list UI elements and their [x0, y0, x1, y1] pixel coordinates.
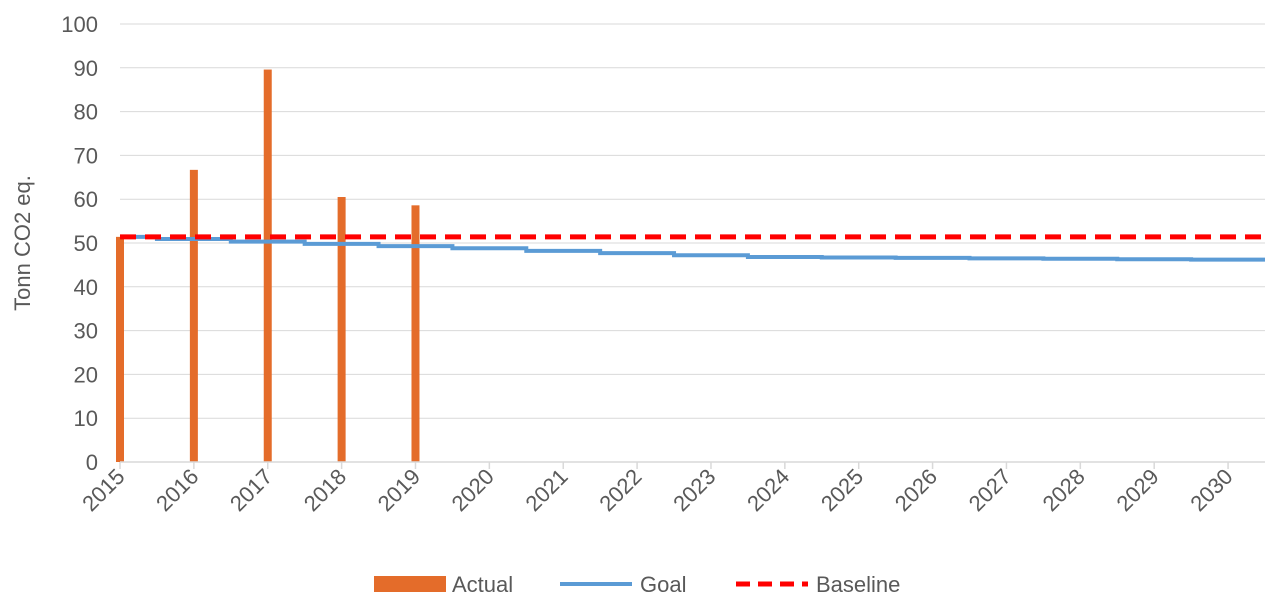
y-tick-label: 30 — [74, 319, 98, 344]
y-axis-title: Tonn CO2 eq. — [10, 175, 35, 311]
x-axis-ticks: 2015 2016 2017 2018 2019 2020 2021 2022 2023 2024… — [77, 462, 1238, 516]
x-tick-label: 2028 — [1038, 464, 1090, 516]
x-tick-label: 2029 — [1111, 464, 1163, 516]
legend-label-actual: Actual — [452, 572, 513, 597]
x-tick-label: 2023 — [668, 464, 720, 516]
y-tick-label: 90 — [74, 56, 98, 81]
x-tick-label: 2025 — [816, 464, 868, 516]
actual-bars — [116, 69, 420, 462]
goal-line — [120, 234, 1265, 262]
actual-bar-2018 — [337, 197, 346, 462]
legend: Actual Goal Baseline — [374, 572, 900, 597]
legend-label-goal: Goal — [640, 572, 686, 597]
y-tick-label: 80 — [74, 100, 98, 125]
y-tick-label: 100 — [61, 12, 98, 37]
legend-swatch-actual — [374, 576, 446, 592]
legend-label-baseline: Baseline — [816, 572, 900, 597]
y-tick-label: 0 — [86, 450, 98, 475]
x-tick-label: 2017 — [225, 464, 277, 516]
x-tick-label: 2018 — [299, 464, 351, 516]
y-tick-label: 50 — [74, 231, 98, 256]
x-tick-label: 2021 — [520, 464, 572, 516]
x-tick-label: 2030 — [1185, 464, 1237, 516]
actual-bar-2019 — [411, 205, 420, 462]
x-tick-label: 2019 — [373, 464, 425, 516]
x-tick-label: 2024 — [742, 464, 794, 516]
y-axis-ticks: 0 10 20 30 40 50 60 70 80 90 100 — [61, 12, 98, 475]
x-tick-label: 2016 — [151, 464, 203, 516]
y-tick-label: 40 — [74, 275, 98, 300]
x-tick-label: 2020 — [447, 464, 499, 516]
gridlines — [120, 23, 1265, 419]
x-tick-label: 2022 — [594, 464, 646, 516]
series-lines — [120, 234, 1265, 262]
y-tick-label: 20 — [74, 362, 98, 387]
y-tick-label: 60 — [74, 187, 98, 212]
x-tick-label: 2026 — [890, 464, 942, 516]
x-tick-label: 2027 — [964, 464, 1016, 516]
actual-bar-2016 — [189, 169, 198, 462]
y-tick-label: 70 — [74, 143, 98, 168]
actual-bar-2017 — [263, 69, 272, 462]
y-tick-label: 10 — [74, 406, 98, 431]
actual-bar-2015 — [116, 236, 124, 462]
